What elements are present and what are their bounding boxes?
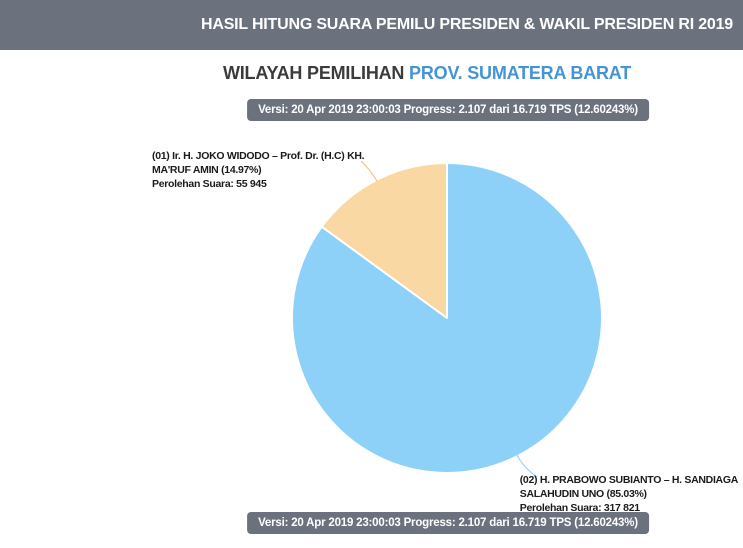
candidate-01-label: (01) Ir. H. JOKO WIDODO – Prof. Dr. (H.C… [152,149,365,191]
candidate-02-label-line-1: (02) H. PRABOWO SUBIANTO – H. SANDIAGA [519,474,739,486]
header-title: HASIL HITUNG SUARA PEMILU PRESIDEN & WAK… [201,16,733,33]
version-badge-bottom: Versi: 20 Apr 2019 23:00:03 Progress: 2.… [247,512,649,534]
candidate-01-label-line-3: Perolehan Suara: 55 945 [152,178,267,190]
leader-line-01 [360,160,378,182]
page-title-prefix: WILAYAH PEMILIHAN [222,63,405,83]
version-badge-top: Versi: 20 Apr 2019 23:00:03 Progress: 2.… [247,99,649,121]
candidate-01-label-line-2: MA'RUF AMIN (14.97%) [152,164,262,176]
page-title-region: PROV. SUMATERA BARAT [409,63,632,83]
candidate-02-label-line-2: SALAHUDIN UNO (85.03%) [519,488,647,500]
pie-slice-01[interactable] [320,162,448,319]
page-title: WILAYAH PEMILIHAN PROV. SUMATERA BARAT [223,63,631,84]
candidate-02-label: (02) H. PRABOWO SUBIANTO – H. SANDIAGA S… [519,473,739,515]
candidate-01-label-line-1: (01) Ir. H. JOKO WIDODO – Prof. Dr. (H.C… [152,150,365,162]
candidate-02-label-line-3: Perolehan Suara: 317 821 [519,502,640,514]
leader-line-02 [516,454,538,478]
header-bar: HASIL HITUNG SUARA PEMILU PRESIDEN & WAK… [0,0,743,50]
